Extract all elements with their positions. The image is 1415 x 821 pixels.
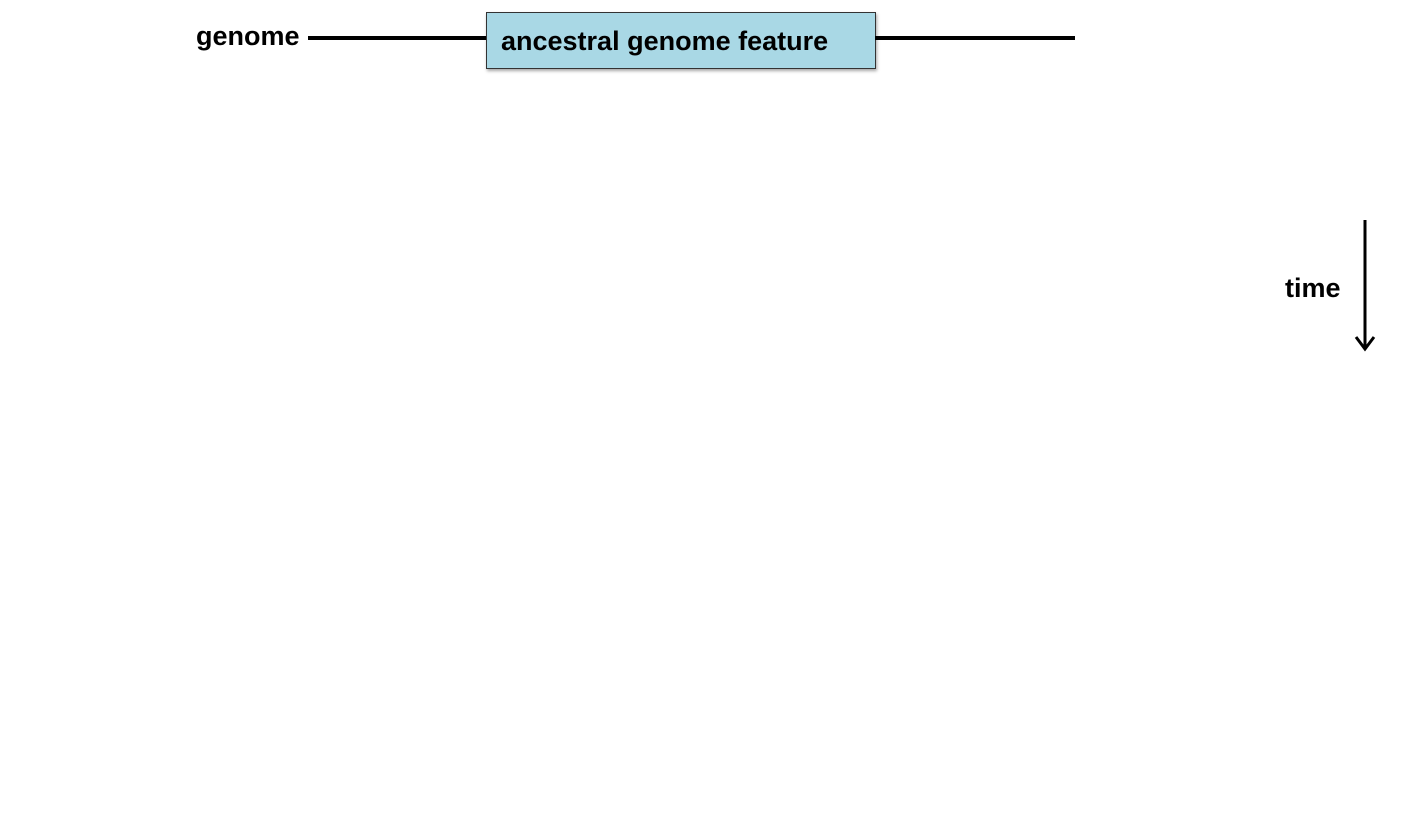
genome-line-right <box>875 36 1075 40</box>
time-label: time <box>1285 273 1341 303</box>
genome-line-left <box>308 36 487 40</box>
ancestral-feature-box: ancestral genome feature <box>486 12 876 69</box>
ancestral-feature-label: ancestral genome feature <box>501 26 829 56</box>
genome-label: genome <box>196 21 300 51</box>
time-arrow-icon <box>1354 220 1376 352</box>
